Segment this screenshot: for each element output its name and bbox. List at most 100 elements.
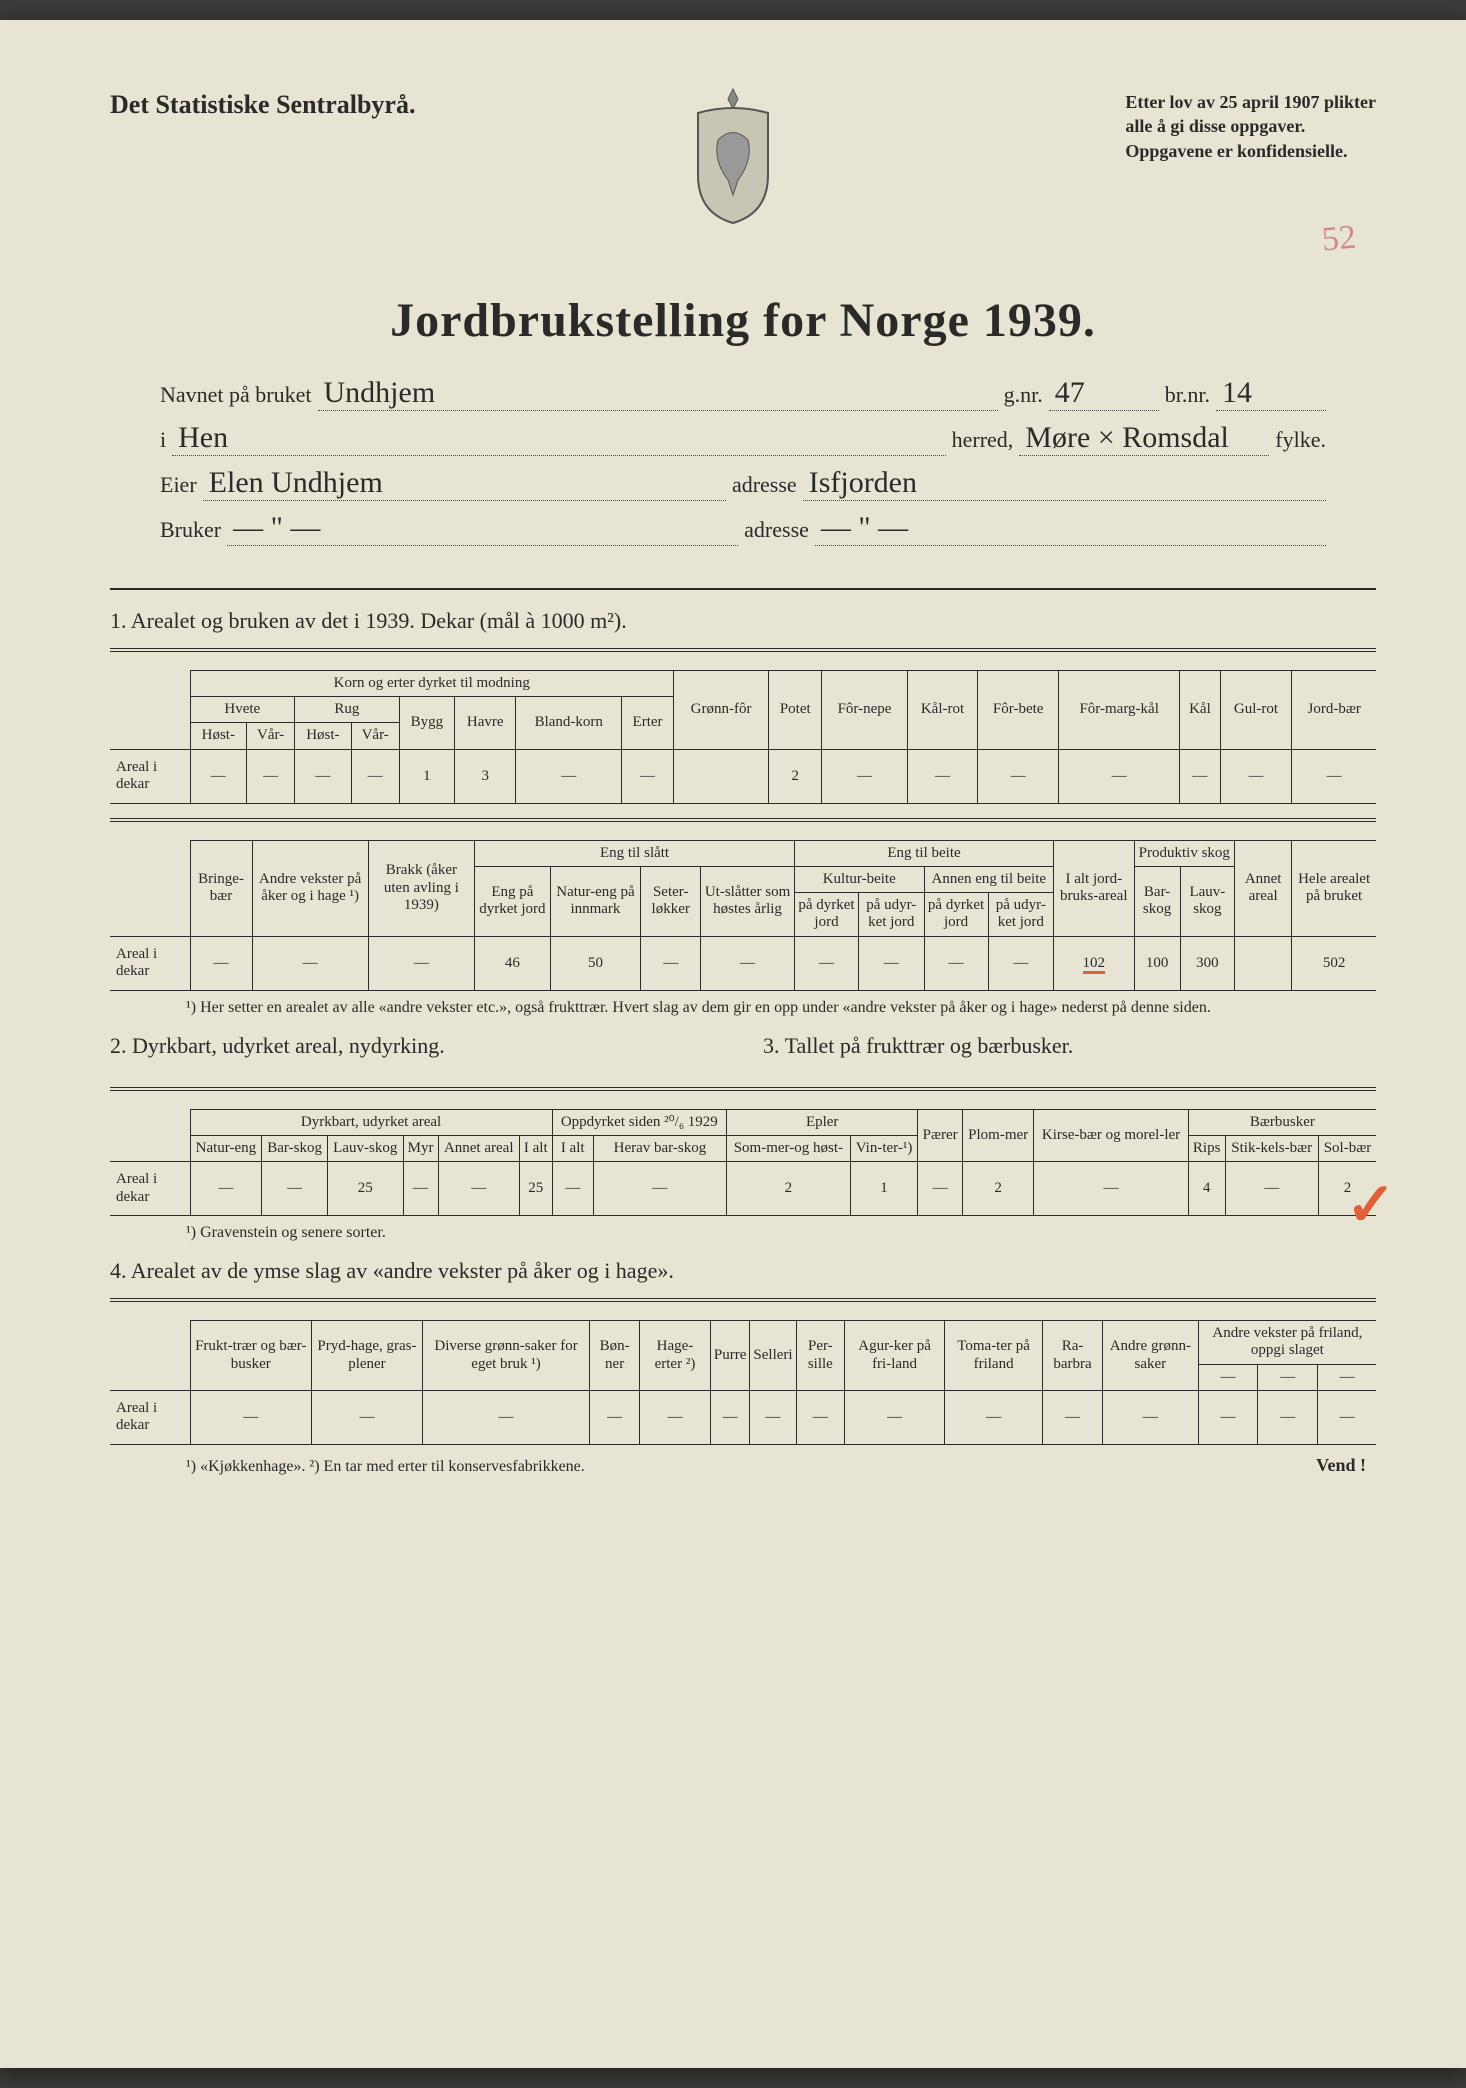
cell: 2 (727, 1162, 851, 1216)
property-form: Navnet på bruket Undhjem g.nr. 47 br.nr.… (110, 376, 1376, 574)
cell: — (590, 1390, 640, 1444)
brnr-label: br.nr. (1165, 382, 1210, 408)
table-row: Areal i dekar — — — 46 50 — — — — — — 10… (110, 936, 1376, 990)
divider (110, 818, 1376, 822)
cell: — (710, 1390, 750, 1444)
eier-label: Eier (160, 472, 197, 498)
section-4-footnote: ¹) «Kjøkkenhage». ²) En tar med erter ti… (200, 1458, 585, 1476)
th-var: Vår- (351, 723, 399, 749)
table-row: Areal i dekar — — — — — — — — — — — — — … (110, 1390, 1376, 1444)
cell: — (422, 1390, 589, 1444)
cell: — (701, 936, 795, 990)
th-kirsebaer: Kirse-bær og morel-ler (1034, 1109, 1189, 1162)
row-label: Areal i dekar (110, 936, 190, 990)
cell: — (845, 1390, 945, 1444)
th-annet: Annet areal (438, 1135, 519, 1161)
section-2-title: 2. Dyrkbart, udyrket areal, nydyrking. (110, 1033, 723, 1059)
cell: — (750, 1390, 796, 1444)
fylke-value: Møre × Romsdal (1019, 421, 1269, 456)
i-value: Hen (172, 421, 945, 456)
cell: 300 (1180, 936, 1234, 990)
th-pryd: Pryd-hage, gras-plener (312, 1321, 423, 1391)
th-purre: Purre (710, 1321, 750, 1391)
cell: — (190, 749, 247, 803)
th-rabarbra: Ra-barbra (1043, 1321, 1103, 1391)
cell: — (794, 936, 858, 990)
table-4: Frukt-trær og bær-busker Pryd-hage, gras… (110, 1320, 1376, 1445)
th-prodskog: Produktiv skog (1134, 840, 1235, 866)
cell: — (796, 1390, 845, 1444)
section-1-title: 1. Arealet og bruken av det i 1939. Deka… (110, 608, 1376, 634)
section-3-title: 3. Tallet på frukttrær og bærbusker. (763, 1033, 1376, 1059)
th-herav: Herav bar-skog (593, 1135, 726, 1161)
th-hvete: Hvete (190, 697, 295, 723)
th-seter: Seter-løkker (641, 866, 701, 936)
th-korn: Korn og erter dyrket til modning (190, 670, 674, 696)
th-andrefriland: Andre vekster på friland, oppgi slaget (1198, 1321, 1376, 1365)
cell: — (262, 1162, 328, 1216)
th-gulrot: Gul-rot (1220, 670, 1292, 749)
cell: 25 (519, 1162, 552, 1216)
turn-page-label: Vend ! (1316, 1455, 1376, 1476)
th-eng-dyrket: Eng på dyrket jord (475, 866, 551, 936)
cell: — (516, 749, 622, 803)
cell: — (1059, 749, 1180, 803)
cell: — (859, 936, 924, 990)
adresse-value: Isfjorden (803, 466, 1326, 501)
adresse-label-1: adresse (732, 472, 797, 498)
cell: — (945, 1390, 1043, 1444)
th-myr: Myr (403, 1135, 438, 1161)
gnr-value: 47 (1049, 376, 1159, 411)
cell: — (1102, 1390, 1198, 1444)
cell: — (1198, 1390, 1258, 1444)
cell: — (593, 1162, 726, 1216)
th-ialt: I alt jord-bruks-areal (1054, 840, 1134, 936)
section-1-footnote: ¹) Her setter en arealet av alle «andre … (200, 999, 1376, 1017)
th-frukt: Frukt-trær og bær-busker (190, 1321, 312, 1391)
cell: — (1043, 1390, 1103, 1444)
law-notice: Etter lov av 25 april 1907 plikter alle … (1125, 90, 1376, 163)
th-pa-udyrket: på udyr-ket jord (859, 893, 924, 937)
cell: 4 (1188, 1162, 1225, 1216)
th-ialt2: I alt (552, 1135, 593, 1161)
navnet-label: Navnet på bruket (160, 382, 312, 408)
th-solbaer: Sol-bær (1318, 1135, 1376, 1161)
th-pa-dyrket: på dyrket jord (924, 893, 988, 937)
th-fornepe: Fôr-nepe (822, 670, 907, 749)
th-tomater: Toma-ter på friland (945, 1321, 1043, 1391)
divider (110, 588, 1376, 590)
th-kulturbeite: Kultur-beite (794, 866, 924, 892)
adresse-label-2: adresse (744, 517, 809, 543)
law-line-2: alle å gi disse oppgaver. (1125, 114, 1376, 138)
cell: — (368, 936, 474, 990)
cell (674, 749, 769, 803)
cell: — (1034, 1162, 1189, 1216)
cell: — (978, 749, 1059, 803)
bruker-adresse-value: — " — (815, 511, 1326, 546)
law-line-1: Etter lov av 25 april 1907 plikter (1125, 90, 1376, 114)
cell: — (552, 1162, 593, 1216)
th-bringebaer: Bringe-bær (190, 840, 252, 936)
divider (110, 1087, 1376, 1091)
bureau-name: Det Statistiske Sentralbyrå. (110, 90, 415, 120)
cell: 100 (1134, 936, 1180, 990)
document-title: Jordbrukstelling for Norge 1939. (110, 293, 1376, 348)
th-gronnfor: Grønn-fôr (674, 670, 769, 749)
th-var: Vår- (247, 723, 295, 749)
cell: — (907, 749, 978, 803)
th-diverse: Diverse grønn-saker for eget bruk ¹) (422, 1321, 589, 1391)
cell: — (1258, 1390, 1318, 1444)
th-plommer: Plom-mer (963, 1109, 1034, 1162)
cell: 46 (475, 936, 551, 990)
th-epler: Epler (727, 1109, 918, 1135)
th-forbete: Fôr-bete (978, 670, 1059, 749)
cell: — (988, 936, 1053, 990)
cell: — (640, 1390, 711, 1444)
cell: — (252, 936, 368, 990)
th-barskog: Bar-skog (1134, 866, 1180, 936)
table-row: Areal i dekar — — — — 1 3 — — 2 — — — — … (110, 749, 1376, 803)
th-rug: Rug (295, 697, 400, 723)
table-1a: Korn og erter dyrket til modning Grønn-f… (110, 670, 1376, 804)
cell (1235, 936, 1292, 990)
table-2-3: Dyrkbart, udyrket areal Oppdyrket siden … (110, 1109, 1376, 1217)
